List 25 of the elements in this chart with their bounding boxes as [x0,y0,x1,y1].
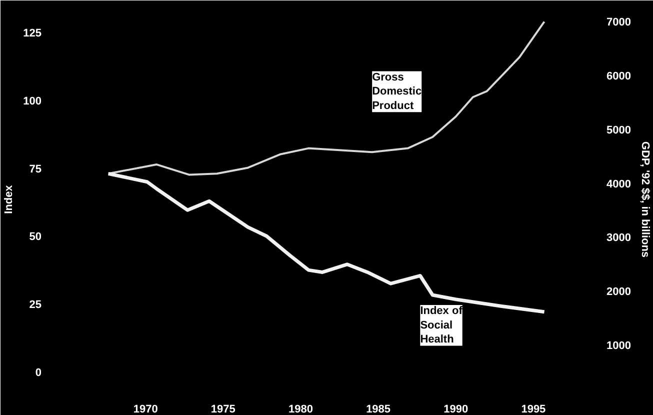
line-series [106,172,546,314]
x-tick-label: 1985 [366,404,391,415]
y2-tick-label: 4000 [606,178,631,190]
x-tick-label: 1995 [521,404,546,415]
series-label: Index of Social Health [420,304,463,346]
y2-tick-label: 6000 [606,70,631,83]
y-axis-title: Index [3,184,16,214]
y-tick-label: 125 [23,28,42,40]
y2-tick-label: 7000 [606,16,631,29]
y-tick-label: 100 [23,95,42,108]
y2-axis-title: GDP, '92 $$, in billions [638,141,651,258]
y-tick-label: 0 [35,366,42,379]
y2-tick-label: 1000 [606,340,631,352]
text: Gross Domestic Product [372,71,422,112]
x-tick-label: 1975 [210,404,236,415]
line-series [107,20,546,176]
y2-tick-label: 5000 [606,124,631,136]
x-tick-label: 1970 [133,404,158,415]
y-tick-label: 25 [29,298,42,311]
x-tick-label: 1990 [444,404,468,415]
x-tick-label: 1980 [288,404,313,415]
y2-tick-label: 3000 [606,232,631,244]
y-tick-label: 75 [29,163,42,176]
y-tick-label: 50 [29,231,42,244]
y2-tick-label: 2000 [606,286,631,298]
